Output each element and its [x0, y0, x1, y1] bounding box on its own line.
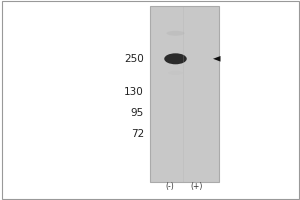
Text: 250: 250 [124, 54, 144, 64]
Text: (-): (-) [165, 183, 174, 192]
Ellipse shape [167, 31, 184, 36]
Text: 72: 72 [131, 129, 144, 139]
Text: 95: 95 [131, 108, 144, 118]
Text: 130: 130 [124, 87, 144, 97]
Bar [150, 6, 219, 182]
Polygon shape [213, 56, 220, 62]
Ellipse shape [164, 53, 187, 64]
Text: (+): (+) [190, 183, 203, 192]
Ellipse shape [168, 71, 183, 75]
